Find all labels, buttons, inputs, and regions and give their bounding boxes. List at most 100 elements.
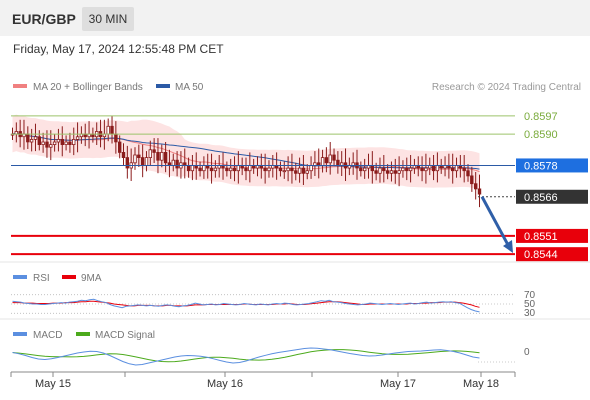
candle-body	[309, 165, 313, 172]
symbol-title: EUR/GBP	[12, 11, 76, 27]
rsi-panel	[11, 294, 515, 314]
candle-body	[160, 151, 164, 161]
support-label: 0.8551	[524, 231, 558, 243]
candle-body	[389, 170, 394, 174]
candle-body	[110, 125, 114, 135]
candle-body	[470, 175, 474, 185]
x-tick-label: May 17	[380, 378, 416, 390]
candle-body	[332, 154, 336, 161]
legend-macd-swatch	[13, 332, 27, 336]
legend-ma50-swatch	[156, 84, 170, 88]
candle-body	[378, 167, 382, 174]
candle-body	[393, 170, 397, 174]
candle-body	[163, 151, 168, 164]
candle-body	[60, 138, 64, 145]
candle-body	[152, 149, 156, 153]
legend-ma50-label: MA 50	[175, 82, 204, 93]
candle-body	[477, 188, 482, 195]
candle-body	[144, 157, 149, 166]
legend-rsi-swatch	[13, 275, 27, 279]
legend-ma20-label: MA 20 + Bollinger Bands	[33, 82, 143, 93]
candle-body	[121, 151, 126, 158]
candle-body	[232, 167, 237, 172]
macd-line	[12, 347, 480, 366]
legend-macd-label: MACD	[33, 330, 62, 341]
candle-body	[64, 141, 68, 145]
level-lines: 0.8597 0.8590 0.8578 0.8566 0.8551 0.8544	[11, 111, 588, 262]
candle-body	[213, 167, 218, 172]
candle-body	[114, 133, 118, 143]
candle-body	[186, 165, 191, 172]
legend-signal-label: MACD Signal	[95, 330, 155, 341]
candle-body	[49, 144, 53, 148]
candle-body	[75, 136, 80, 140]
last-price-label: 0.8566	[524, 192, 558, 204]
candle-body	[225, 167, 229, 172]
legend-ma20-swatch	[13, 84, 27, 88]
interval-badge[interactable]	[82, 7, 134, 31]
candle-body	[370, 165, 374, 172]
macd-zero-label: 0	[524, 347, 530, 358]
interval-label[interactable]: 30 MIN	[89, 12, 128, 26]
candle-body	[450, 167, 455, 172]
candle-body	[140, 157, 145, 166]
candle-body	[26, 133, 30, 143]
candle-body	[282, 170, 286, 173]
candle-body	[320, 157, 325, 166]
price-panel	[10, 114, 482, 208]
support-label: 0.8544	[524, 249, 558, 261]
candle-body	[405, 167, 409, 172]
legend-rsi-label: RSI	[33, 273, 50, 284]
candle-body	[294, 170, 298, 174]
candle-body	[397, 170, 401, 174]
forecast-arrow-head	[503, 239, 513, 253]
candle-body	[56, 138, 61, 143]
candle-body	[248, 165, 252, 172]
candle-body	[290, 167, 294, 172]
candle-body	[454, 165, 459, 172]
candle-body	[286, 167, 290, 172]
candle-body	[133, 154, 137, 164]
resistance-label: 0.8590	[524, 129, 558, 141]
candle-body	[37, 136, 41, 146]
candle-body	[382, 167, 386, 172]
candle-body	[209, 167, 214, 172]
bollinger-band	[12, 114, 480, 190]
rsi-level-70: 70	[524, 290, 536, 301]
last-price-tag	[516, 189, 588, 204]
legend-signal-swatch	[76, 332, 90, 336]
candle-body	[171, 159, 175, 166]
candle-body	[267, 167, 271, 172]
support-tag	[516, 228, 588, 243]
candle-body	[305, 170, 309, 174]
candle-body	[236, 165, 240, 172]
rsi-level-30: 30	[524, 308, 536, 319]
pivot-tag	[516, 158, 588, 173]
candle-body	[278, 167, 283, 172]
candle-body	[118, 141, 122, 153]
forecast-arrow-shaft	[480, 196, 510, 246]
candle-body	[175, 159, 179, 169]
resistance-label: 0.8597	[524, 111, 558, 123]
candle-body	[328, 154, 332, 164]
candle-body	[148, 149, 152, 159]
candle-body	[466, 170, 470, 177]
candle-body	[336, 159, 340, 166]
candle-body	[198, 167, 202, 172]
timestamp: Friday, May 17, 2024 12:55:48 PM CET	[13, 42, 224, 56]
x-tick-label: May 16	[207, 378, 243, 390]
candle-body	[424, 167, 428, 172]
pivot-label: 0.8578	[524, 160, 558, 172]
candle-body	[462, 167, 466, 172]
credit-text: Research © 2024 Trading Central	[432, 82, 581, 93]
candle-body	[359, 167, 363, 172]
candle-body	[473, 183, 478, 190]
candle-body	[301, 167, 306, 174]
candle-body	[374, 170, 378, 174]
candle-body	[33, 136, 38, 140]
candle-body	[431, 165, 436, 172]
candle-body	[420, 167, 424, 172]
candle-body	[297, 167, 302, 174]
